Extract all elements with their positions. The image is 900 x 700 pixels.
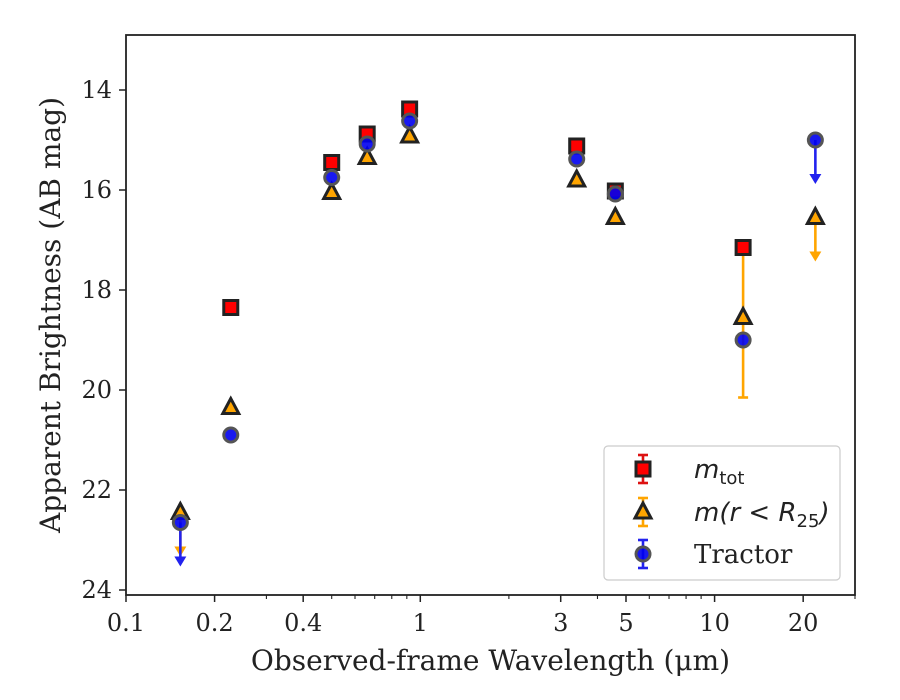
data-point xyxy=(568,150,586,168)
axes-frame xyxy=(125,34,856,596)
legend: mtot m(r < R25) Tractor xyxy=(603,445,841,581)
data-point xyxy=(220,395,242,415)
data-point xyxy=(356,145,378,165)
x-tick-label: 0.1 xyxy=(107,609,145,637)
data-point xyxy=(734,331,752,349)
x-tick-label: 5 xyxy=(618,609,633,637)
y-tick-label: 14 xyxy=(81,76,112,104)
data-point xyxy=(323,169,341,186)
data-point xyxy=(222,299,240,316)
legend-frame xyxy=(603,445,841,581)
series-mtot xyxy=(222,100,752,318)
series-tractor xyxy=(171,112,824,567)
upper-limit-arrow-head xyxy=(174,556,187,567)
data-point xyxy=(732,305,754,325)
legend-marker xyxy=(632,499,654,520)
x-tick-label: 0.2 xyxy=(196,609,234,637)
y-axis-label: Apparent Brightness (AB mag) xyxy=(34,97,67,534)
x-tick-label: 3 xyxy=(553,609,568,637)
data-point xyxy=(604,205,626,225)
y-tick-label: 20 xyxy=(81,376,112,404)
data-point xyxy=(358,135,376,153)
data-point xyxy=(401,112,419,130)
y-tick-label: 22 xyxy=(81,476,112,504)
data-point xyxy=(566,167,588,188)
data-point xyxy=(734,239,752,256)
y-tick-label: 16 xyxy=(81,176,112,204)
y-tick-label: 18 xyxy=(81,276,112,304)
legend-marker xyxy=(634,545,652,563)
legend-marker xyxy=(634,460,652,478)
x-tick-label: 10 xyxy=(699,609,730,637)
x-tick-label: 1 xyxy=(413,609,428,637)
x-axis-label: Observed-frame Wavelength (μm) xyxy=(251,644,730,677)
legend-item: m(r < R25) xyxy=(632,496,830,532)
legend-item: Tractor xyxy=(634,538,793,570)
x-tick-label: 0.4 xyxy=(284,609,322,637)
upper-limit-arrow-head xyxy=(809,174,822,184)
data-point xyxy=(222,426,240,444)
legend-label: Tractor xyxy=(694,540,793,570)
data-point xyxy=(606,185,624,203)
upper-limit-arrow-head xyxy=(809,251,822,262)
data-point xyxy=(399,123,421,144)
legend-label: m(r < R25) xyxy=(694,498,830,532)
data-point xyxy=(321,180,343,200)
data-point xyxy=(171,514,189,531)
axis-ticks: 0.1 0.2 0.4 1 3 5 10 20 14 16 18 20 22 24 xyxy=(81,76,856,637)
plot-area xyxy=(169,100,826,567)
data-point xyxy=(804,205,826,225)
data-point xyxy=(806,131,824,149)
x-tick-label: 20 xyxy=(788,609,819,637)
y-tick-label: 24 xyxy=(81,576,112,604)
data-point xyxy=(323,154,341,171)
legend-label: mtot xyxy=(694,455,744,489)
legend-item: mtot xyxy=(634,453,744,489)
